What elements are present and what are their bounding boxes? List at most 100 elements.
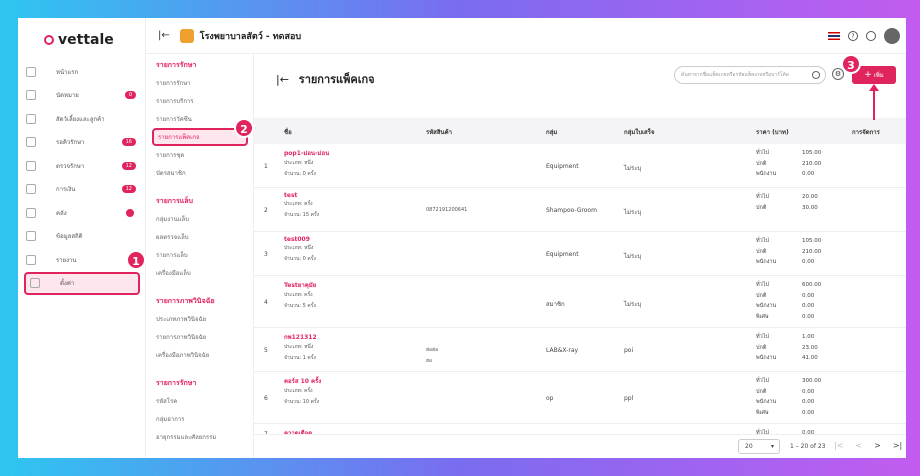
- nav-icon: [26, 160, 36, 171]
- submenu-item[interactable]: รายการบริการ: [156, 98, 194, 105]
- package-name[interactable]: pop1-ม่อน-ม่อน: [284, 150, 330, 157]
- group: op: [546, 395, 554, 402]
- row-number: 2: [264, 207, 268, 214]
- price-line: พิเศษ 0.00: [756, 409, 815, 416]
- back-icon[interactable]: |←: [276, 73, 289, 86]
- price-line: พนักงาน 0.00: [756, 171, 815, 177]
- submenu-item[interactable]: บัตรสมาชิก: [156, 170, 186, 177]
- submenu-item[interactable]: ประเภทภาพวินิจฉัย: [156, 316, 207, 323]
- callout-1: 1: [126, 250, 146, 270]
- package-name[interactable]: ควาดเดือด: [284, 428, 312, 438]
- price-list: ทั่วไป 300.00 ปกติ 0.00 พนักงาน 0.00 พิเศษ 0.00: [756, 376, 826, 418]
- submenu-item[interactable]: รหัสโรค: [156, 398, 178, 405]
- thai-flag-icon[interactable]: [828, 32, 840, 40]
- sidebar-item-label: ข้อมูลสถิติ: [56, 233, 83, 241]
- price-line: ทั่วไป 300.00: [756, 378, 822, 384]
- nav-icon: [26, 137, 36, 148]
- search-placeholder: ค้นหาจากชื่อแพ็คเกจหรือรหัสแพ็คเกจหรือบา…: [681, 72, 790, 78]
- package-name[interactable]: กพ121312: [284, 334, 317, 341]
- sidebar-item-3[interactable]: รอคิวรักษา 16: [18, 131, 146, 155]
- sidebar-item-8[interactable]: รายงาน: [18, 248, 146, 272]
- price-line: ทั่วไป 20.00: [756, 194, 818, 200]
- package-qty: จำนวน: 5 ครั้ง: [284, 303, 316, 309]
- row-number: 5: [264, 347, 268, 354]
- sidebar-item-2[interactable]: สัตว์เลี้ยงและลูกค้า: [18, 107, 146, 131]
- submenu-item[interactable]: รายการภาพวินิจฉัย: [156, 334, 207, 341]
- sidebar-item-9[interactable]: ตั้งค่า: [24, 271, 140, 295]
- help-icon[interactable]: ?: [848, 31, 858, 41]
- search-icon: [812, 71, 820, 79]
- clinic-name[interactable]: โรงพยาบาลสัตว์ - ทดสอบ: [199, 31, 302, 42]
- dog-icon: [179, 28, 194, 43]
- package-name[interactable]: คอร์ส 10 ครั้ง: [284, 378, 322, 385]
- price-line: ทั่วไป 0.00: [756, 430, 815, 436]
- price-list: ทั่วไป 105.00 ปกติ 210.00 พนักงาน 0.00: [756, 236, 826, 268]
- sidebar-item-0[interactable]: หน้าแรก: [18, 60, 146, 84]
- receipt-group: ไม่ระบุ: [624, 301, 642, 308]
- sidebar-item-label: รอคิวรักษา: [56, 139, 85, 147]
- table-row[interactable]: 4 Testยาคุมัย ประเภท: ครั้ง จำนวน: 5 ครั้ง ส…: [254, 276, 906, 328]
- table-header: ชื่อ รหัสสินค้า กลุ่ม กลุ่มใบเสร็จ ราคา …: [254, 118, 906, 144]
- price-line: ทั่วไป 105.00: [756, 238, 822, 244]
- price-line: ทั่วไป 1.00: [756, 334, 815, 340]
- page-size-select[interactable]: 20 ▾: [738, 439, 780, 454]
- next-page-icon[interactable]: >: [874, 441, 881, 450]
- sidebar-item-5[interactable]: การเงิน 12: [18, 178, 146, 202]
- submenu-item[interactable]: กลุ่มอาการ: [156, 416, 185, 423]
- submenu-section-title: รายการแล็บ: [156, 197, 193, 205]
- row-number: 3: [264, 251, 268, 258]
- submenu-item[interactable]: รายการแล็บ: [156, 252, 188, 259]
- table-row[interactable]: 6 คอร์ส 10 ครั้ง ประเภท: ครั้ง จำนวน: 10 คร…: [254, 372, 906, 424]
- price-line: ปกติ 210.00: [756, 248, 822, 255]
- app-window: vettale หน้าแรกนัดหมาย 0 สัตว์เลี้ยงและลูก…: [18, 18, 906, 458]
- notification-dot: [126, 208, 134, 217]
- submenu-item[interactable]: เครื่องมือแล็บ: [156, 270, 191, 277]
- submenu-item[interactable]: เครื่องมือภาพวินิจฉัย: [156, 352, 210, 359]
- sidebar-item-7[interactable]: ข้อมูลสถิติ: [18, 225, 146, 249]
- collapse-icon[interactable]: |←: [158, 30, 170, 41]
- col-name: ชื่อ: [284, 129, 292, 136]
- sidebar-item-label: รายงาน: [56, 256, 77, 264]
- sidebar-item-label: หน้าแรก: [56, 68, 79, 76]
- table-row[interactable]: 5 กพ121312 ประเภท: หนึ่ง จำนวน: 1 ครั้ง ฮ่อฮ…: [254, 328, 906, 372]
- brand-name: vettale: [58, 32, 114, 48]
- price-line: พนักงาน 41.00: [756, 355, 818, 361]
- first-page-icon[interactable]: |<: [834, 441, 844, 450]
- row-number: 6: [264, 395, 268, 402]
- submenu-item[interactable]: รายการชุด: [156, 152, 185, 159]
- callout-2: 2: [234, 118, 254, 138]
- sidebar-item-4[interactable]: ตรวจรักษา 12: [18, 154, 146, 178]
- avatar[interactable]: [884, 28, 900, 44]
- search-input[interactable]: ค้นหาจากชื่อแพ็คเกจหรือรหัสแพ็คเกจหรือบา…: [674, 66, 826, 84]
- submenu-section-title: รายการภาพวินิจฉัย: [156, 297, 215, 305]
- submenu-item[interactable]: ผลตรวจแล็บ: [156, 234, 189, 241]
- bell-icon[interactable]: [866, 31, 876, 41]
- sidebar-item-1[interactable]: นัดหมาย 0: [18, 84, 146, 108]
- page-range: 1 – 20 of 23: [790, 443, 826, 450]
- sidebar-item-label: ตรวจรักษา: [56, 162, 85, 170]
- package-name[interactable]: Testยาคุมัย: [284, 282, 317, 289]
- prev-page-icon[interactable]: <: [855, 441, 863, 450]
- submenu-item[interactable]: อายุกรรมและศัลยกรรม: [156, 434, 217, 441]
- nav-icon: [26, 254, 36, 265]
- table-row[interactable]: 2 test ประเภท: ครั้ง จำนวน: 15 ครั้ง 0872191…: [254, 188, 906, 232]
- plus-icon: +: [864, 70, 872, 80]
- col-code: รหัสสินค้า: [426, 129, 452, 136]
- package-table: 1 pop1-ม่อน-ม่อน ประเภท: หนึ่ง จำนวน: 0 ครั…: [254, 144, 906, 444]
- submenu-item[interactable]: รายการรักษา: [156, 80, 191, 87]
- table-row[interactable]: 1 pop1-ม่อน-ม่อน ประเภท: หนึ่ง จำนวน: 0 ครั…: [254, 144, 906, 188]
- submenu-item[interactable]: รายการวัคซีน: [156, 116, 192, 123]
- submenu-section-title: รายการรักษา: [156, 61, 197, 69]
- price-line: ปกติ 30.00: [756, 204, 818, 211]
- add-button[interactable]: + เพิ่ม: [852, 66, 896, 84]
- package-name[interactable]: test009: [284, 236, 310, 243]
- package-name[interactable]: test: [284, 192, 298, 199]
- last-page-icon[interactable]: >|: [892, 441, 903, 450]
- price-list: ทั่วไป 20.00 ปกติ 30.00: [756, 192, 826, 213]
- table-row[interactable]: 3 test009 ประเภท: หนึ่ง จำนวน: 0 ครั้ง Equip…: [254, 232, 906, 276]
- submenu-item[interactable]: กลุ่มงานแล็บ: [156, 216, 190, 223]
- sidebar-item-6[interactable]: คลัง: [18, 201, 146, 225]
- callout-3: 3: [841, 54, 861, 74]
- gear-icon[interactable]: ⚙: [832, 68, 844, 80]
- main-content: |← รายการแพ็คเกจ ค้นหาจากชื่อแพ็คเกจหรือ…: [254, 54, 906, 458]
